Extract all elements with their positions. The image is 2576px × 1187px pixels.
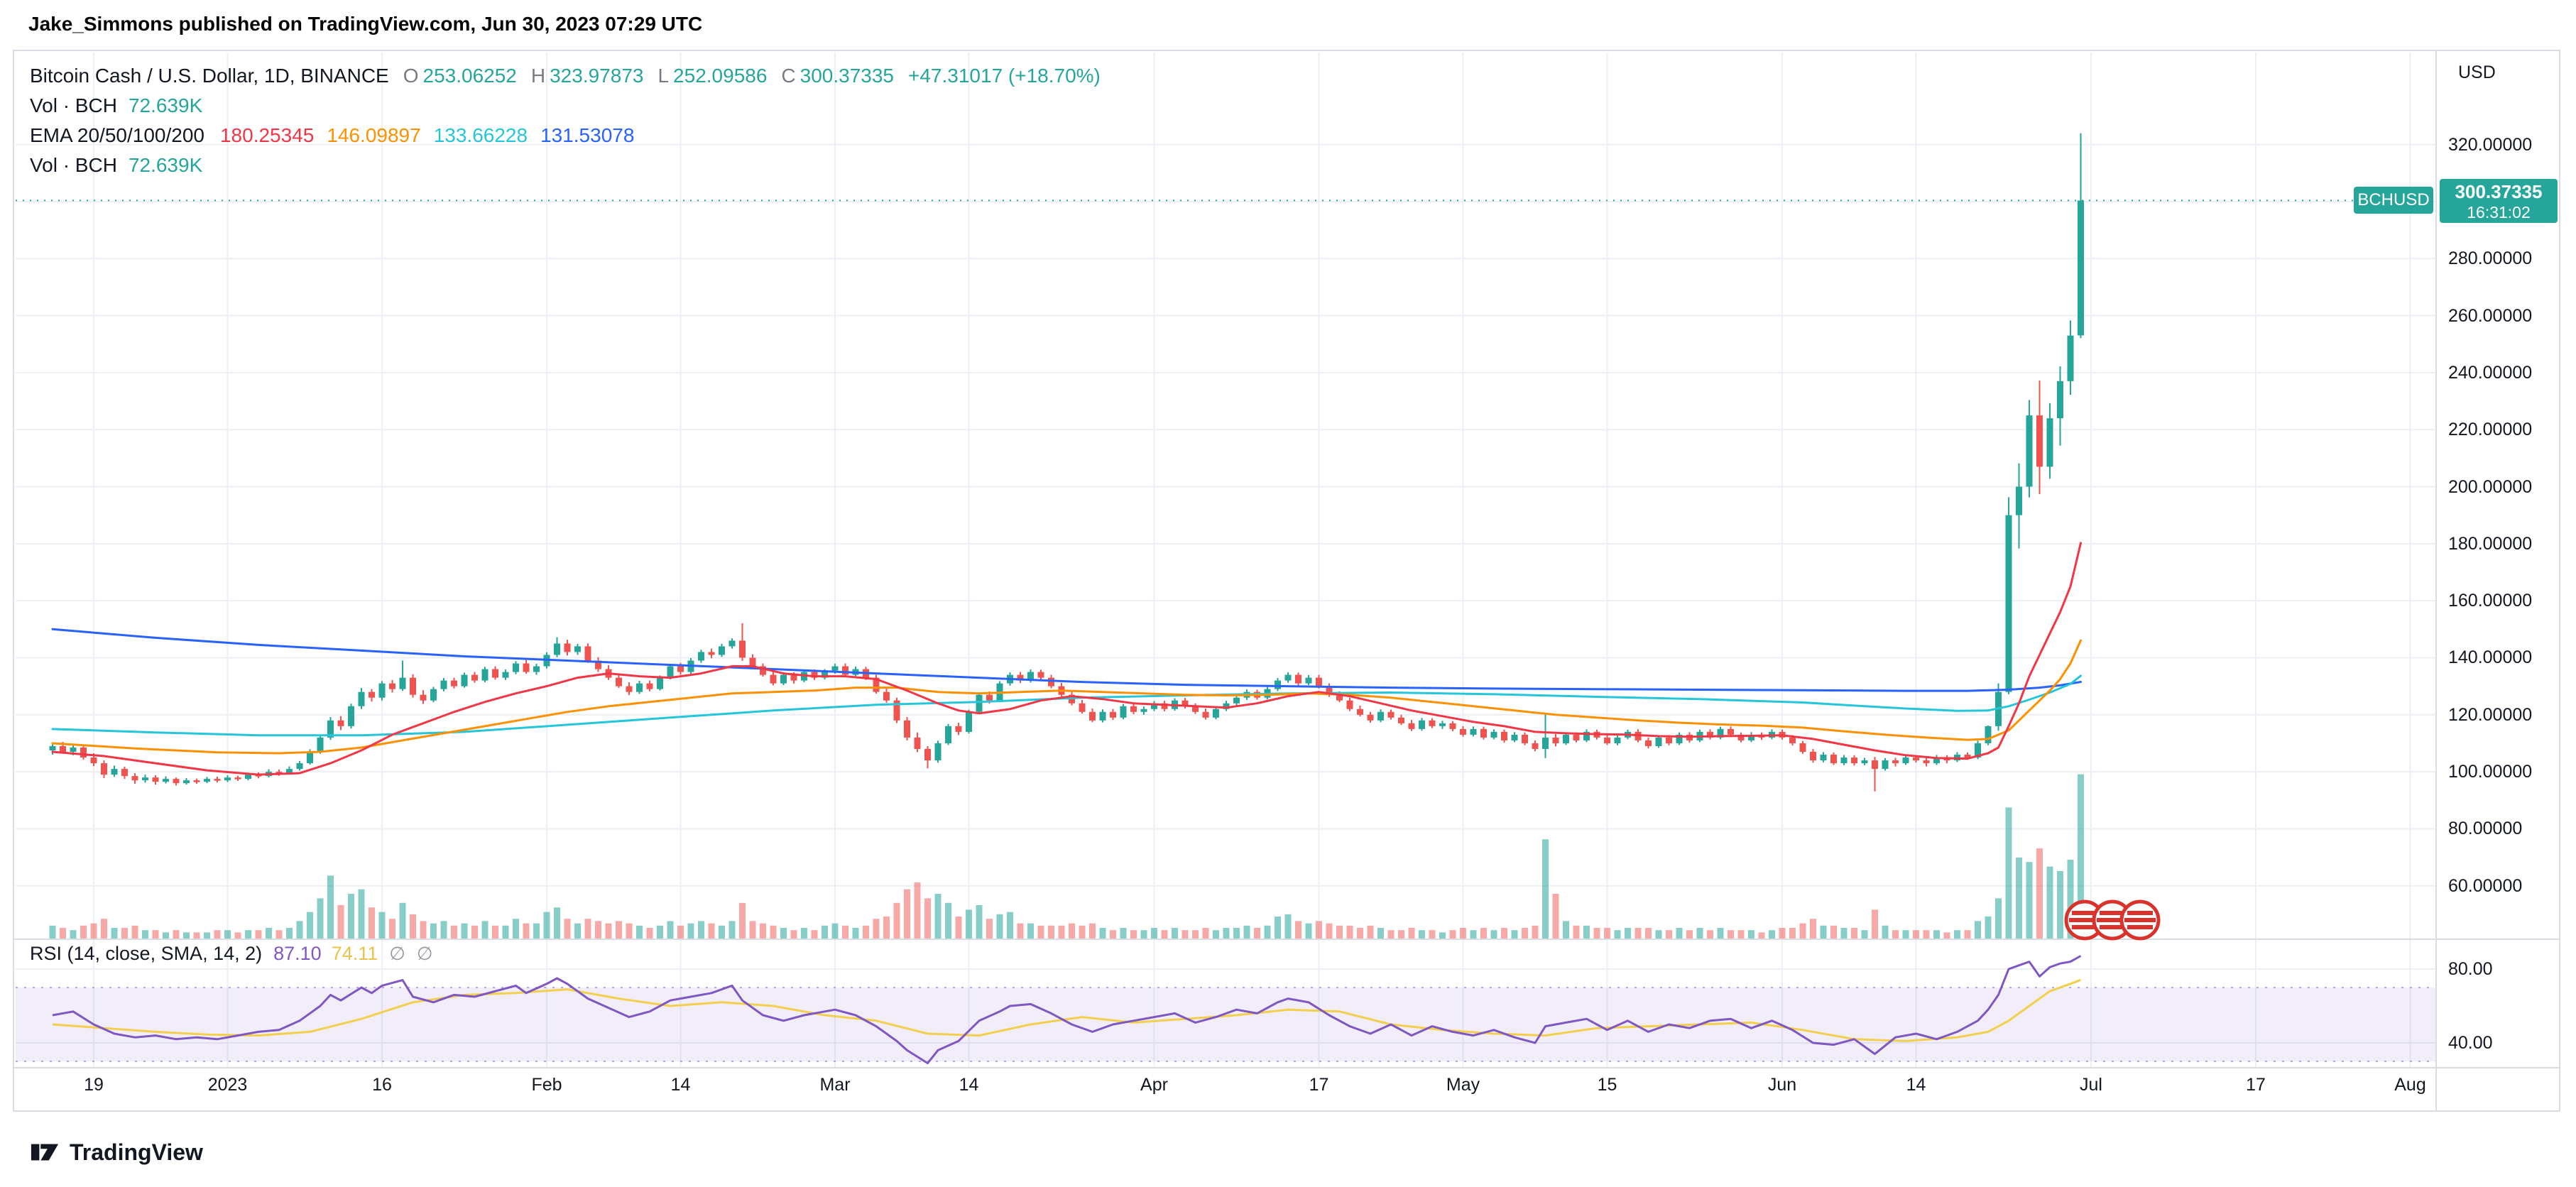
symbol-title: Bitcoin Cash / U.S. Dollar, 1D, BINANCE [30,65,389,87]
tradingview-brand[interactable]: TradingView [30,1137,203,1167]
volume-label: Vol · BCH [30,154,117,176]
close-key: C [781,65,796,87]
reaction-stickers [2063,892,2162,952]
rsi-title: RSI (14, close, SMA, 14, 2) [30,943,263,964]
ema100-value: 133.66228 [433,124,528,146]
last-price-value: 300.37335 [2455,181,2543,202]
ema-label: EMA 20/50/100/200 [30,124,204,146]
ema200-value: 131.53078 [540,124,635,146]
empty-value-icon: ∅ [416,943,433,964]
open-key: O [403,65,419,87]
rsi-legend: RSI (14, close, SMA, 14, 2) 87.10 74.11 ∅ ∅ [30,943,433,965]
volume-value: 72.639K [128,154,203,176]
tradingview-logo-icon [31,1144,59,1161]
open-value: 253.06252 [422,65,517,87]
volume-legend-row-bottom: Vol · BCH 72.639K [30,151,1101,180]
brand-text: TradingView [70,1139,203,1165]
rsi-value: 87.10 [273,943,322,964]
low-value: 252.09586 [673,65,768,87]
price-axis-currency: USD [2458,62,2496,82]
chart-legend: Bitcoin Cash / U.S. Dollar, 1D, BINANCE O… [30,61,1101,180]
high-value: 323.97873 [550,65,644,87]
last-price-badge: 300.37335 16:31:02 [2440,179,2558,223]
empty-value-icon: ∅ [389,943,405,964]
reaction-sticker-icons [2064,899,2161,941]
ema20-value: 180.25345 [219,124,315,146]
reaction-sticker [2119,899,2161,941]
high-key: H [530,65,546,87]
attribution-text: Jake_Simmons published on TradingView.co… [28,13,703,35]
ema-legend-row: EMA 20/50/100/200 180.25345 146.09897 133.6… [30,121,1101,151]
symbol-legend-row: Bitcoin Cash / U.S. Dollar, 1D, BINANCE O… [30,61,1101,91]
volume-label: Vol · BCH [30,94,117,116]
close-value: 300.37335 [799,65,894,87]
change-value: +47.31017 (+18.70%) [908,65,1101,87]
volume-value: 72.639K [128,94,203,116]
last-price-time: 16:31:02 [2467,203,2531,221]
volume-legend-row-top: Vol · BCH 72.639K [30,91,1101,121]
symbol-badge: BCHUSD [2354,187,2433,214]
low-key: L [657,65,670,87]
ema50-value: 146.09897 [327,124,421,146]
rsi-sma-value: 74.11 [331,943,378,964]
